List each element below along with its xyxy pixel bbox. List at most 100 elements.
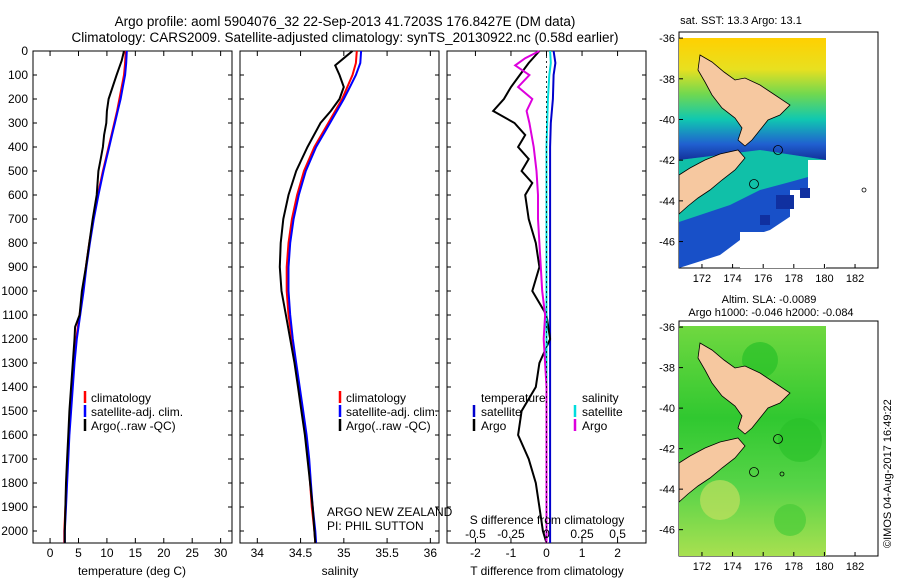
salinity-panel-frame	[239, 50, 440, 544]
x-tick-label: 20	[157, 546, 171, 560]
temperature-plot: 0 5 10 15 20 25 300100200300400500600700800900…	[1, 44, 232, 560]
y-tick-label: 0	[21, 44, 28, 58]
map-y-tick-label: -42	[659, 155, 675, 167]
x-tick-label: -2	[470, 546, 481, 560]
y-tick-label: 300	[8, 116, 28, 130]
sla-south-island	[678, 437, 746, 503]
map-x-tick-label: 178	[785, 273, 803, 285]
map-y-tick-label: -40	[659, 114, 675, 126]
sst-north-island	[697, 54, 791, 147]
y-tick-label: 700	[8, 212, 28, 226]
sla-map-title: Altim. SLA: -0.0089	[722, 294, 817, 306]
map-x-tick-label: 176	[754, 273, 772, 285]
legend-title-salinity: salinity	[582, 391, 619, 405]
legend-label-argo: Argo(..raw -QC)	[346, 419, 431, 433]
x-tick-label: 35	[337, 546, 351, 560]
sla-map-subtitle: Argo h1000: -0.046 h2000: -0.084	[688, 307, 853, 319]
map-x-tick-label: 174	[723, 273, 741, 285]
sla-bathy-contour-1	[749, 467, 759, 477]
series-line-climatology	[285, 50, 358, 544]
y-tick-label: 500	[8, 164, 28, 178]
header-line2: Climatology: CARS2009. Satellite-adjuste…	[71, 30, 618, 45]
series-line-climatology	[63, 50, 127, 543]
map-x-tick-label: 176	[754, 561, 772, 573]
map-y-tick-label: -40	[659, 403, 675, 415]
series-line-satellite-adj-clim	[63, 50, 128, 543]
sla-blob-2	[778, 418, 822, 462]
series-line-argo-raw-qc	[278, 50, 354, 544]
y-tick-label: 1600	[1, 428, 28, 442]
map-x-tick-label: 180	[815, 273, 833, 285]
map-y-tick-label: -38	[659, 74, 675, 86]
x-tick-label: 15	[129, 546, 143, 560]
x-tick-label: 25	[186, 546, 200, 560]
difference-plot: -2 -1 0 1 2 -0.5 -0.25 0 0.25 0.5	[447, 50, 646, 560]
sla-north-island	[697, 342, 791, 435]
map-x-tick-label: 172	[693, 561, 711, 573]
difference-legend-salinity: salinity satellite Argo	[573, 391, 623, 433]
map-y-tick-label: -42	[659, 444, 675, 456]
legend-label-satellite: satellite-adj. clim.	[346, 405, 438, 419]
y-tick-label: 900	[8, 260, 28, 274]
legend-label-climatology: climatology	[346, 391, 406, 405]
argo-position-marker	[773, 145, 783, 155]
legend-label-satellite: satellite-adj. clim.	[91, 405, 183, 419]
annotation-argo-nz: ARGO NEW ZEALAND	[327, 505, 453, 519]
sst-map: sat. SST: 13.3 Argo: 13.1 172 174 176 178 18…	[659, 15, 879, 285]
y-tick-label: 400	[8, 140, 28, 154]
sla-blob-4	[774, 504, 806, 536]
x-tick-label: 34	[251, 546, 265, 560]
sst-map-axes: 172 174 176 178 180 182 -36 -38 -40 -42 -44 -46	[659, 33, 864, 285]
sst-south-island	[678, 149, 746, 215]
s-diff-tick-label: 0	[543, 527, 550, 541]
map-y-tick-label: -36	[659, 33, 675, 45]
s-diff-tick-label: -0.5	[465, 527, 486, 541]
argo-position-marker	[773, 434, 783, 444]
y-tick-label: 1300	[1, 356, 28, 370]
y-tick-label: 100	[8, 68, 28, 82]
y-tick-label: 1400	[1, 380, 28, 394]
salinity-legend: climatology satellite-adj. clim. Argo(..…	[338, 391, 438, 433]
difference-legend-temperature: temperature satellite Argo	[472, 391, 546, 433]
map-y-tick-label: -46	[659, 237, 675, 249]
series-line-argo-raw-qc	[63, 50, 125, 543]
y-tick-label: 800	[8, 236, 28, 250]
x-tick-label: 36	[424, 546, 438, 560]
map-x-tick-label: 182	[846, 561, 864, 573]
legend-label-argo-t: Argo	[481, 419, 507, 433]
x-tick-label: 5	[75, 546, 82, 560]
x-tick-label: 0	[543, 546, 550, 560]
map-x-tick-label: 178	[785, 561, 803, 573]
sst-patch-1	[776, 195, 794, 209]
difference-xlabel: T difference from climatology	[470, 564, 624, 578]
y-tick-label: 1200	[1, 332, 28, 346]
sst-patch-3	[760, 215, 770, 225]
x-tick-label: 30	[214, 546, 228, 560]
x-tick-label: 34.5	[289, 546, 313, 560]
temperature-panel-frame	[32, 50, 233, 544]
sst-map-title: sat. SST: 13.3 Argo: 13.1	[680, 15, 802, 27]
y-tick-label: 1700	[1, 452, 28, 466]
x-tick-label: 35.5	[375, 546, 399, 560]
y-tick-label: 1500	[1, 404, 28, 418]
x-tick-label: 0	[47, 546, 54, 560]
legend-label-climatology: climatology	[91, 391, 151, 405]
legend-title-temperature: temperature	[481, 391, 546, 405]
legend-label-satellite-t: satellite	[481, 405, 522, 419]
difference-xlabel-top: S difference from climatology	[470, 513, 625, 527]
sla-blob-3	[700, 480, 740, 520]
sla-map: Altim. SLA: -0.0089 Argo h1000: -0.046 h…	[659, 294, 879, 573]
series-line-temperature-satellite	[549, 50, 557, 543]
map-x-tick-label: 180	[815, 561, 833, 573]
x-tick-label: -1	[506, 546, 517, 560]
sst-cloud-gap-3	[740, 232, 826, 268]
sla-bathy-contour-2	[779, 471, 785, 477]
sla-map-axes: 172 174 176 178 180 182 -36 -38 -40 -42 -44 -46	[659, 322, 864, 573]
map-y-tick-label: -44	[659, 484, 675, 496]
header-line1: Argo profile: aoml 5904076_32 22-Sep-201…	[115, 14, 576, 29]
salinity-plot: 34 34.5 35 35.5 36	[240, 50, 439, 560]
temperature-xlabel: temperature (deg C)	[78, 564, 186, 578]
x-tick-label: 2	[614, 546, 621, 560]
temperature-legend: climatology satellite-adj. clim. Argo(..…	[83, 391, 183, 433]
